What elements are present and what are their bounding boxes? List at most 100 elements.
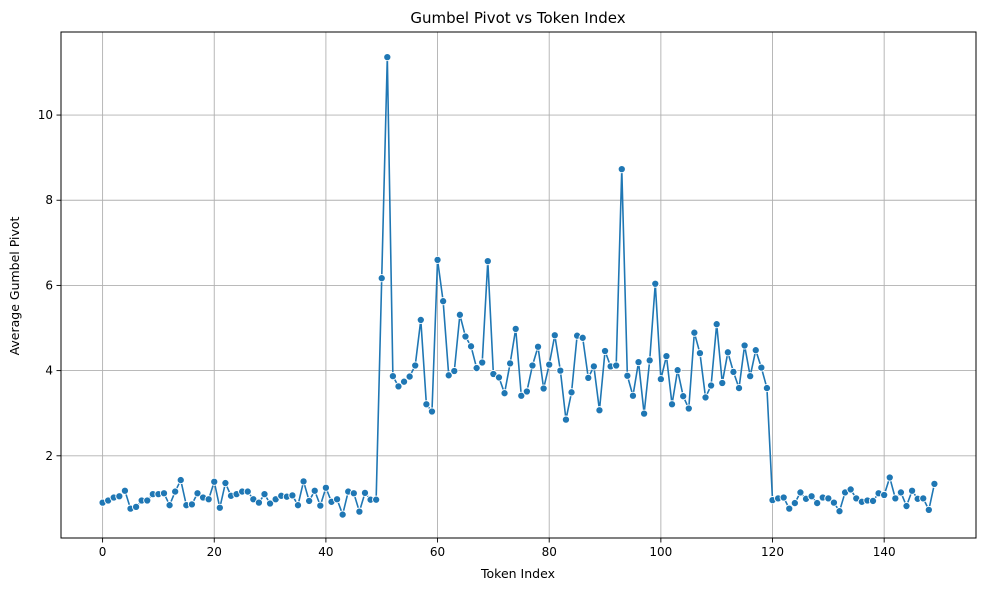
data-point xyxy=(338,510,347,519)
data-point xyxy=(556,366,565,375)
data-point xyxy=(171,487,180,496)
data-point xyxy=(522,387,531,396)
data-point xyxy=(254,498,263,507)
data-point xyxy=(684,404,693,413)
tick-labels: 0 20 40 60 80 100 120 140 2 4 6 8 10 xyxy=(38,108,896,559)
x-axis-label: Token Index xyxy=(480,566,555,581)
y-tick-label: 10 xyxy=(38,108,53,122)
data-point xyxy=(444,371,453,380)
data-point xyxy=(813,499,822,508)
data-point xyxy=(695,349,704,358)
data-point xyxy=(746,372,755,381)
data-point xyxy=(427,407,437,416)
data-point xyxy=(416,315,425,324)
data-point xyxy=(115,492,124,501)
data-point xyxy=(165,501,174,510)
data-point xyxy=(299,477,308,486)
x-tick-label: 0 xyxy=(99,545,107,559)
data-point xyxy=(494,373,504,382)
data-point xyxy=(405,372,414,381)
data-point xyxy=(634,358,643,367)
data-point xyxy=(712,320,721,329)
data-point xyxy=(908,486,917,495)
data-point xyxy=(868,496,878,505)
data-point xyxy=(349,489,358,498)
data-point xyxy=(400,377,409,386)
data-point xyxy=(500,389,509,398)
data-point xyxy=(483,257,492,266)
data-point xyxy=(734,384,744,393)
data-point xyxy=(450,366,459,376)
data-point xyxy=(215,503,224,512)
data-point xyxy=(394,382,403,391)
data-point xyxy=(243,487,252,496)
data-point xyxy=(321,483,330,492)
data-point xyxy=(478,358,487,367)
data-point xyxy=(561,415,571,424)
data-point xyxy=(377,274,386,283)
data-point xyxy=(701,393,710,402)
data-point xyxy=(517,391,526,400)
data-point xyxy=(533,342,543,351)
data-point xyxy=(187,500,196,509)
data-point xyxy=(762,384,771,393)
x-tick-label: 80 xyxy=(542,545,557,559)
data-point xyxy=(796,488,805,497)
data-point xyxy=(567,388,576,397)
data-point xyxy=(210,477,219,486)
data-point xyxy=(120,486,129,495)
data-point xyxy=(422,400,431,409)
data-point xyxy=(707,381,716,390)
data-point xyxy=(779,493,788,502)
data-point xyxy=(310,486,319,495)
data-point xyxy=(511,324,520,333)
data-point xyxy=(545,360,554,369)
data-point xyxy=(651,279,660,288)
data-point xyxy=(902,502,911,511)
x-tick-label: 60 xyxy=(430,545,445,559)
data-point xyxy=(159,489,169,498)
data-point xyxy=(589,362,598,371)
data-point xyxy=(305,496,314,505)
data-point xyxy=(718,378,727,388)
data-point xyxy=(600,346,610,356)
data-point xyxy=(679,392,688,401)
data-point xyxy=(221,479,230,488)
data-point xyxy=(288,491,297,500)
data-point xyxy=(539,384,548,393)
y-axis-label: Average Gumbel Pivot xyxy=(7,216,22,355)
data-point xyxy=(891,494,900,503)
data-point xyxy=(360,488,370,497)
data-point xyxy=(293,501,303,510)
data-point xyxy=(645,356,654,365)
data-point xyxy=(628,391,637,400)
data-point xyxy=(506,359,515,368)
data-point xyxy=(740,341,749,350)
series-layer xyxy=(98,53,939,519)
data-point xyxy=(924,505,933,514)
data-point xyxy=(132,502,141,511)
data-point xyxy=(472,364,481,373)
data-point xyxy=(466,342,476,351)
data-point xyxy=(333,495,342,504)
data-point xyxy=(885,473,894,482)
data-point xyxy=(550,331,559,340)
data-point xyxy=(528,361,537,370)
data-point xyxy=(807,492,816,501)
x-tick-label: 140 xyxy=(873,545,896,559)
data-point xyxy=(204,495,213,504)
data-point xyxy=(640,409,649,418)
data-point xyxy=(612,361,621,370)
data-point xyxy=(790,499,799,508)
data-point xyxy=(266,499,275,508)
data-point xyxy=(595,406,604,415)
data-point xyxy=(729,367,738,376)
y-tick-label: 6 xyxy=(45,278,53,292)
data-point xyxy=(439,297,448,306)
x-tick-label: 100 xyxy=(649,545,672,559)
data-point xyxy=(584,373,593,382)
data-point xyxy=(785,504,794,513)
data-point xyxy=(388,372,397,381)
data-point xyxy=(372,495,381,504)
